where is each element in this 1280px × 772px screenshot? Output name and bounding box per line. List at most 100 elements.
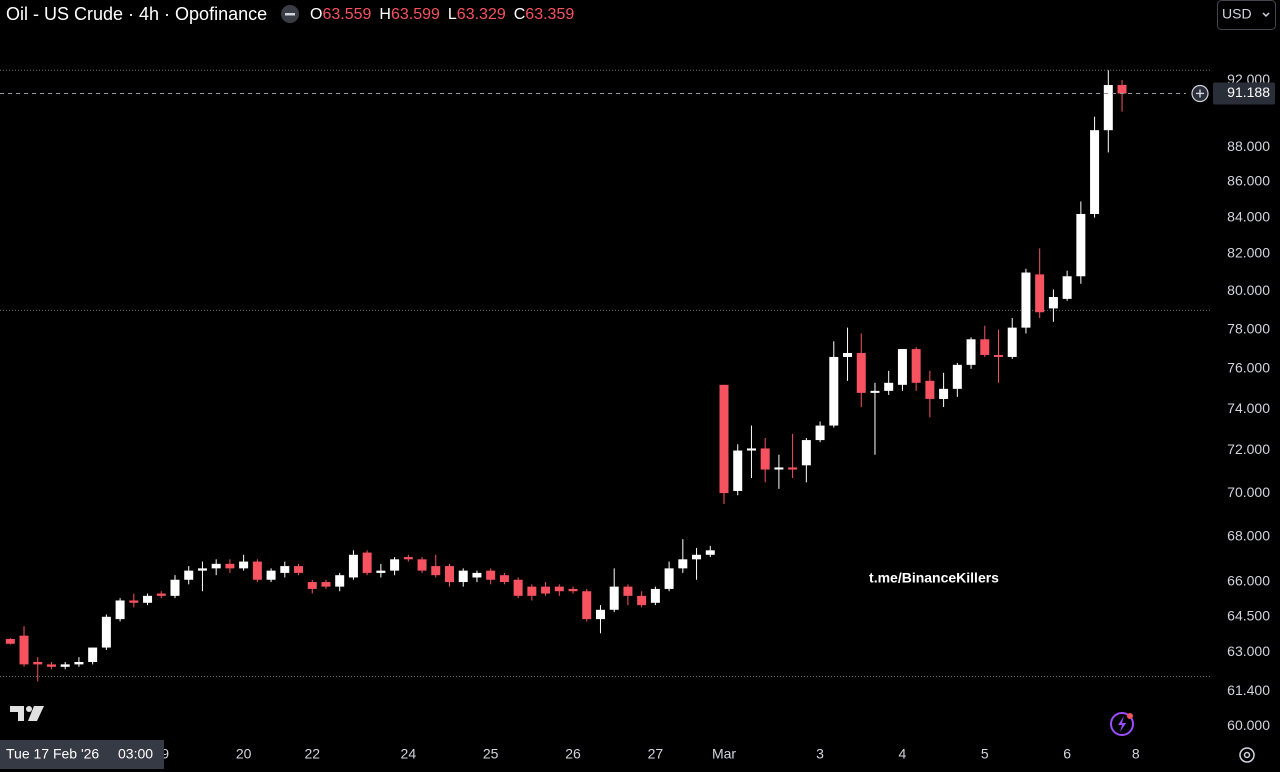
logo-part bbox=[10, 706, 24, 721]
candle-body bbox=[774, 467, 784, 470]
candle-body bbox=[733, 450, 743, 491]
candle-body bbox=[348, 554, 358, 578]
candle-body bbox=[623, 586, 633, 596]
candle-body bbox=[225, 563, 235, 569]
plus-icon bbox=[1196, 89, 1204, 98]
candle-body bbox=[307, 582, 317, 589]
x-tick-label: 5 bbox=[981, 746, 989, 762]
candle-body bbox=[403, 557, 413, 560]
candle-body bbox=[88, 647, 98, 662]
candle-body bbox=[472, 572, 482, 578]
tradingview-logo bbox=[10, 706, 44, 721]
candle-body bbox=[184, 570, 194, 580]
candle-body bbox=[1103, 85, 1113, 131]
candle-body bbox=[19, 635, 29, 665]
candle-body bbox=[897, 349, 907, 385]
x-tick-label: 26 bbox=[565, 746, 581, 762]
price-label-box bbox=[1213, 82, 1275, 105]
candle-body bbox=[939, 388, 949, 399]
ohlc-value: 63.329 bbox=[457, 6, 506, 23]
candle-body bbox=[595, 609, 605, 620]
price-label: 91.188 bbox=[1227, 84, 1270, 100]
candle-body bbox=[966, 339, 976, 365]
candle-body bbox=[321, 582, 331, 587]
chart-title: Oil - US Crude · 4h · Opofinance bbox=[6, 4, 267, 24]
candle-body bbox=[1048, 296, 1058, 309]
dropdown-arrow bbox=[1262, 12, 1270, 18]
logo-part bbox=[26, 706, 32, 712]
candle-body bbox=[994, 354, 1003, 357]
candle-body bbox=[911, 349, 921, 383]
ohlc-value: 63.359 bbox=[525, 6, 574, 23]
candle-body bbox=[499, 575, 509, 583]
candle-body bbox=[390, 559, 400, 571]
y-tick-label: 88.000 bbox=[1227, 138, 1270, 154]
ohlc-legend: O 63.559 H 63.599 L 63.329 C 63.359 bbox=[310, 6, 574, 23]
candle-body bbox=[46, 664, 56, 667]
candle-body bbox=[74, 661, 84, 665]
candle-body bbox=[1062, 276, 1072, 299]
candle-body bbox=[513, 579, 523, 596]
logo-part bbox=[28, 706, 44, 721]
candle-body bbox=[692, 554, 702, 560]
crosshair-box bbox=[0, 740, 164, 769]
y-tick-label: 72.000 bbox=[1227, 441, 1270, 457]
alert-icon[interactable] bbox=[1110, 712, 1134, 736]
ohlc-key: L bbox=[448, 6, 457, 23]
candle-body bbox=[445, 566, 454, 583]
candle-body bbox=[33, 661, 43, 665]
candle-body bbox=[1035, 274, 1045, 313]
candle-body bbox=[843, 353, 853, 357]
x-tick-label: 22 bbox=[304, 746, 320, 762]
y-tick-label: 74.000 bbox=[1227, 400, 1270, 416]
candle-body bbox=[527, 586, 537, 596]
candle-body bbox=[1007, 327, 1017, 357]
candle-body bbox=[870, 390, 880, 393]
candle-body bbox=[664, 568, 674, 589]
x-tick-label: 8 bbox=[1132, 746, 1140, 762]
candle-body bbox=[362, 552, 372, 573]
settings-icon[interactable] bbox=[1239, 747, 1255, 763]
candle-body bbox=[637, 595, 647, 606]
candle-body bbox=[856, 353, 866, 393]
crosshair-time: 03:00 bbox=[118, 746, 153, 762]
candle-body bbox=[486, 570, 496, 580]
crosshair-date: Tue 17 Feb '26 bbox=[6, 746, 99, 762]
y-tick-label: 82.000 bbox=[1227, 245, 1270, 261]
y-tick-label: 78.000 bbox=[1227, 320, 1270, 336]
y-tick-label: 64.500 bbox=[1227, 607, 1270, 623]
candle-body bbox=[609, 586, 619, 610]
candle-body bbox=[335, 575, 345, 587]
candle-body bbox=[431, 566, 441, 576]
candle-body bbox=[705, 550, 715, 555]
x-tick-label: 4 bbox=[899, 746, 907, 762]
candle-body bbox=[952, 364, 962, 389]
candle-body bbox=[280, 566, 290, 573]
x-tick-label: 25 bbox=[483, 746, 499, 762]
candle-body bbox=[650, 588, 660, 603]
alert-bolt bbox=[1118, 716, 1126, 732]
candle-body bbox=[266, 570, 276, 580]
y-tick-label: 63.000 bbox=[1227, 643, 1270, 659]
candle-body bbox=[143, 595, 153, 603]
candle-body bbox=[197, 568, 207, 571]
candle-body bbox=[376, 570, 386, 573]
candle-body bbox=[925, 380, 935, 399]
x-tick-label: 6 bbox=[1063, 746, 1071, 762]
candle-body bbox=[815, 425, 825, 441]
ohlc-key: H bbox=[379, 6, 391, 23]
candle-body bbox=[1117, 85, 1127, 94]
y-tick-label: 68.000 bbox=[1227, 528, 1270, 544]
y-tick-label: 70.000 bbox=[1227, 484, 1270, 500]
y-tick-label: 80.000 bbox=[1227, 282, 1270, 298]
candle-body bbox=[1021, 272, 1031, 328]
candle-body bbox=[884, 382, 894, 391]
candle-body bbox=[582, 591, 592, 620]
y-tick-label: 84.000 bbox=[1227, 208, 1270, 224]
candle-body bbox=[1090, 130, 1100, 214]
currency-button[interactable] bbox=[1217, 0, 1276, 30]
y-tick-label: 61.400 bbox=[1227, 682, 1270, 698]
gear-center bbox=[1243, 751, 1251, 759]
